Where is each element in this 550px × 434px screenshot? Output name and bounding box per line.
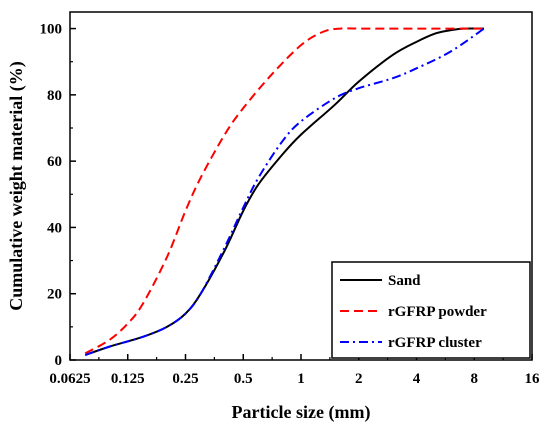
x-tick-label: 8 [471, 371, 479, 387]
y-axis-title: Cumulative weight material (%) [6, 61, 27, 310]
legend: Sand rGFRP powder rGFRP cluster [331, 261, 531, 359]
series-line-sand [84, 27, 485, 356]
y-tick-label: 20 [47, 287, 62, 303]
y-tick-label: 60 [47, 154, 62, 170]
legend-label-sand: Sand [388, 273, 421, 289]
x-axis-title: Particle size (mm) [232, 402, 371, 423]
y-tick-label: 40 [47, 220, 62, 236]
x-axis-ticks: 0.0625 0.125 0.25 0.5 1 2 4 8 16 [49, 354, 540, 387]
x-tick-label: 1 [297, 371, 305, 387]
y-tick-label: 80 [47, 88, 62, 104]
series-line-rgfrp-powder [84, 27, 485, 355]
y-tick-label: 0 [55, 353, 63, 369]
y-tick-label: 100 [40, 22, 63, 38]
x-tick-label: 16 [525, 371, 541, 387]
x-tick-label: 4 [413, 371, 421, 387]
series-line-rgfrp-cluster [84, 27, 485, 356]
x-tick-label: 0.5 [234, 371, 253, 387]
legend-label-rgfrp-powder: rGFRP powder [388, 304, 487, 320]
x-tick-label: 0.25 [172, 371, 198, 387]
series-layer [84, 27, 485, 356]
x-tick-label: 0.125 [111, 371, 145, 387]
y-axis-ticks: 0 20 40 60 80 100 [40, 22, 76, 369]
x-tick-label: 0.0625 [49, 371, 90, 387]
legend-label-rgfrp-cluster: rGFRP cluster [388, 335, 482, 351]
x-tick-label: 2 [355, 371, 363, 387]
